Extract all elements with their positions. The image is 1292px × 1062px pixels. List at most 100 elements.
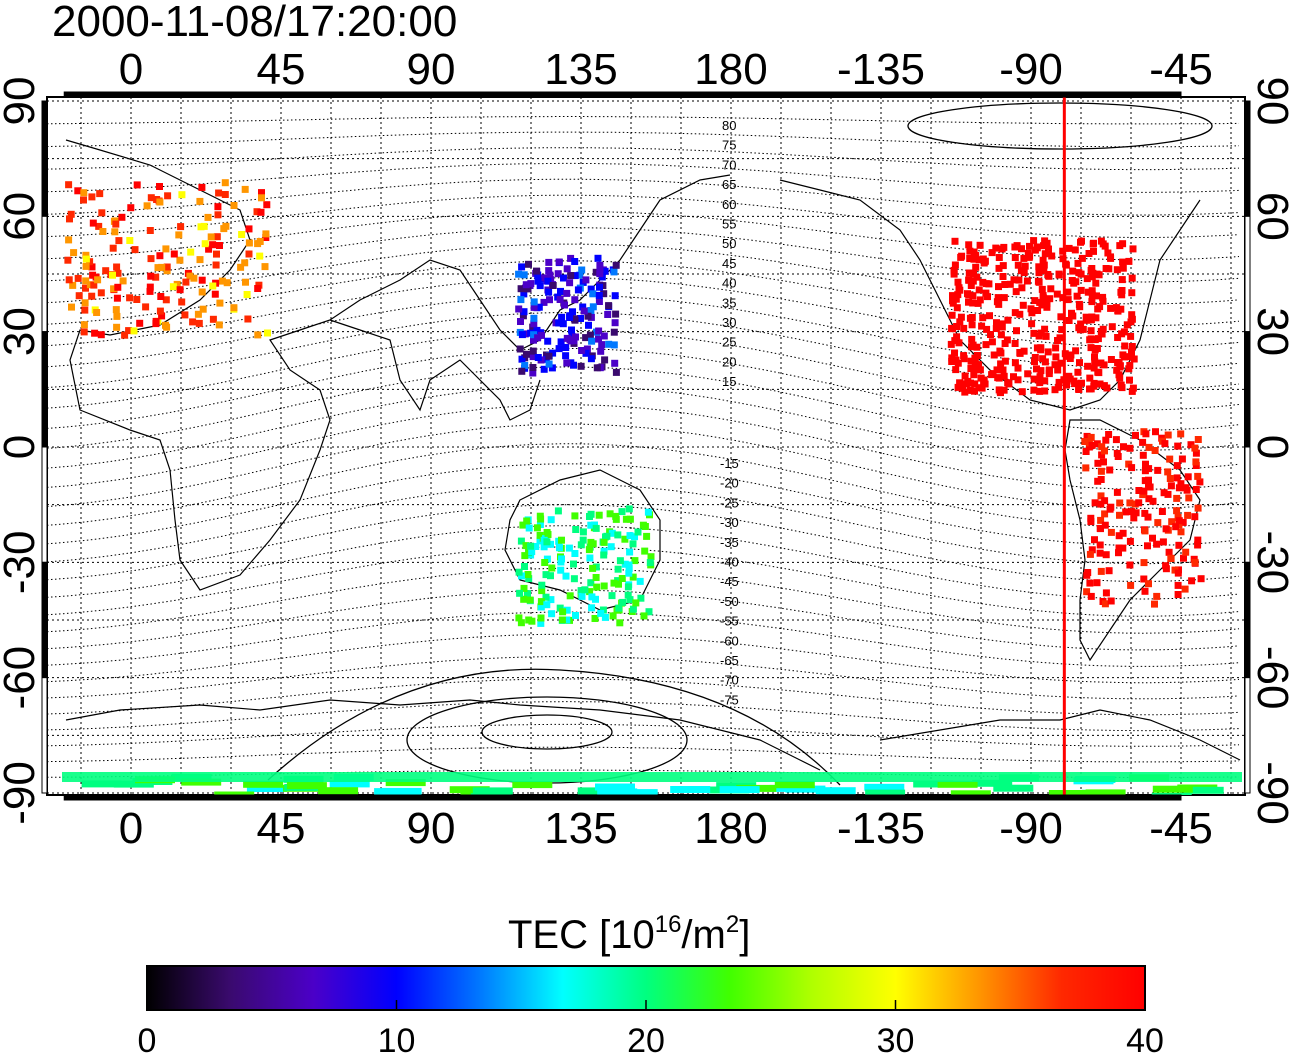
lat-tick-label-right: 0 <box>1248 435 1292 459</box>
tec-sample <box>329 780 370 788</box>
contour-label: -45 <box>720 574 739 589</box>
tec-sample <box>1167 554 1175 562</box>
tec-sample <box>1013 327 1020 335</box>
tec-sample <box>995 254 1003 261</box>
tec-sample <box>951 349 958 357</box>
tec-sample <box>591 615 599 622</box>
tec-sample <box>966 247 974 255</box>
tec-sample <box>177 223 185 231</box>
tec-sample <box>535 303 543 311</box>
tec-sample <box>953 333 961 341</box>
tec-sample <box>1146 483 1154 491</box>
tec-sample <box>194 310 202 318</box>
tec-sample <box>543 601 551 609</box>
tec-sample <box>198 276 206 284</box>
tec-sample <box>981 380 989 388</box>
tec-sample <box>211 290 219 298</box>
tec-sample <box>520 290 528 298</box>
tec-sample <box>600 332 608 340</box>
tec-sample <box>121 331 129 339</box>
tec-sample <box>534 271 542 279</box>
tec-sample <box>197 223 205 231</box>
tec-sample <box>1037 344 1045 352</box>
tec-sample <box>114 269 122 277</box>
tec-sample <box>1112 436 1120 444</box>
tec-sample <box>517 318 524 325</box>
tec-sample <box>1082 448 1090 455</box>
magnetic-contour-line <box>47 147 1240 171</box>
tec-sample <box>1057 313 1065 321</box>
tec-sample <box>126 237 134 244</box>
tec-sample <box>968 335 976 343</box>
tec-sample <box>1023 277 1031 285</box>
lon-tick-label-bottom: 180 <box>694 804 767 853</box>
tec-sample <box>626 532 634 540</box>
tec-sample <box>112 220 120 228</box>
tec-sample <box>612 368 620 376</box>
tec-sample <box>987 331 994 338</box>
tec-sample <box>1142 460 1149 468</box>
tec-sample <box>1101 600 1109 608</box>
tec-sample <box>592 524 600 532</box>
tec-sample <box>1052 344 1060 352</box>
tec-sample <box>537 619 545 627</box>
tec-sample <box>998 323 1006 331</box>
tec-sample <box>1043 303 1051 311</box>
tec-sample <box>1054 366 1062 374</box>
tec-sample <box>1113 366 1121 374</box>
magnetic-contour-line <box>47 260 1240 327</box>
tec-sample <box>113 263 121 271</box>
tec-sample <box>1174 442 1182 450</box>
tec-sample <box>213 250 220 258</box>
tec-sample <box>954 359 962 367</box>
tec-sample <box>1119 529 1127 537</box>
magnetic-contour-line <box>47 567 1240 634</box>
tec-sample <box>988 249 996 257</box>
lat-tick-label-right: -30 <box>1248 531 1292 595</box>
tec-sample <box>965 241 973 249</box>
tec-sample <box>1164 468 1172 476</box>
tec-sample <box>1048 790 1089 795</box>
tec-sample <box>91 329 99 337</box>
lat-tick-label-left: 30 <box>0 307 44 356</box>
tec-sample <box>1141 509 1149 517</box>
tec-sample <box>557 338 565 346</box>
tec-sample <box>515 305 523 313</box>
tec-sample <box>1091 336 1099 344</box>
tec-sample <box>1167 482 1175 490</box>
tec-sample <box>1044 348 1052 356</box>
contour-label: 30 <box>722 315 736 330</box>
tec-sample <box>1099 293 1107 301</box>
tec-sample <box>526 596 534 604</box>
tec-sample <box>1075 300 1083 308</box>
tec-sample <box>1088 298 1096 306</box>
tec-sample <box>1100 382 1108 390</box>
tec-sample <box>176 256 184 264</box>
tec-sample <box>521 563 528 570</box>
tec-sample <box>518 355 526 363</box>
tec-sample <box>82 284 89 292</box>
tec-sample <box>80 321 88 329</box>
tec-sample <box>563 616 571 624</box>
tec-sample <box>537 614 545 622</box>
tec-sample <box>515 568 523 576</box>
tec-sample <box>143 202 151 210</box>
tec-sample <box>1090 364 1098 372</box>
tec-sample <box>1102 436 1110 444</box>
tec-sample <box>570 560 577 568</box>
tec-sample <box>558 313 566 321</box>
tec-sample <box>182 278 190 286</box>
tec-sample <box>577 541 585 549</box>
frame-bar-top <box>63 91 1182 98</box>
tec-sample <box>975 286 983 294</box>
tec-sample <box>600 290 608 298</box>
lon-tick-label-bottom: 90 <box>407 804 456 853</box>
tec-sample <box>1128 343 1136 350</box>
tec-sample <box>538 581 546 589</box>
tec-sample <box>1090 247 1097 255</box>
tec-sample <box>537 515 545 523</box>
tec-sample <box>610 579 618 587</box>
tec-sample <box>1004 316 1012 324</box>
lon-tick-label-top: -90 <box>999 45 1063 94</box>
tec-sample <box>1177 528 1185 536</box>
